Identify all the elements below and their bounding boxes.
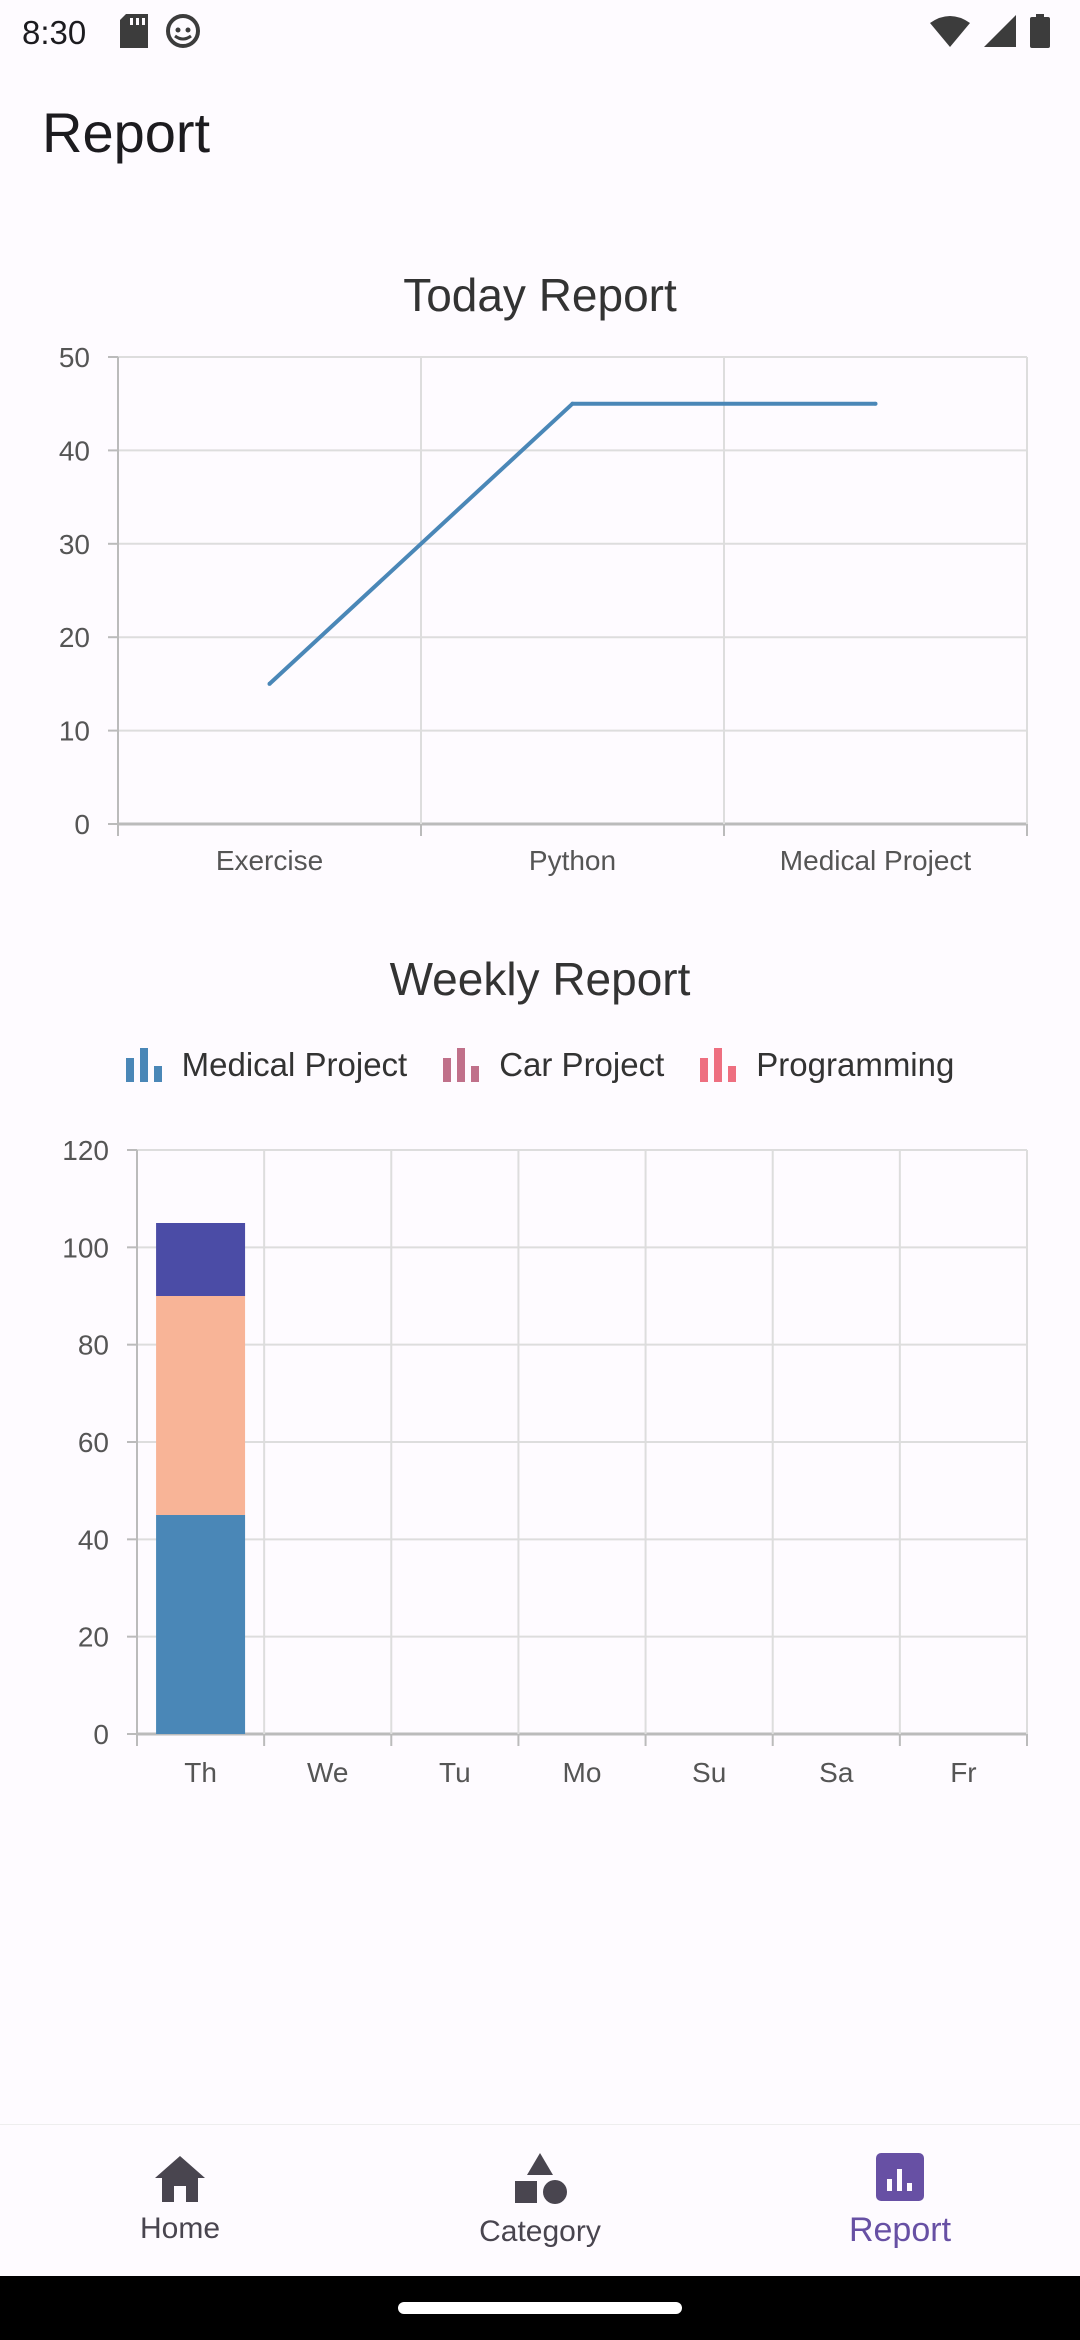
x-tick-label: Exercise [216, 845, 323, 876]
y-tick-label: 40 [59, 435, 90, 466]
legend-item-programming[interactable]: Programming [700, 1046, 954, 1084]
x-tick-label: Sa [819, 1757, 854, 1788]
y-tick-label: 50 [59, 342, 90, 373]
bar-segment [156, 1296, 246, 1515]
home-gesture-pill[interactable] [398, 2302, 682, 2314]
signal-icon [984, 15, 1016, 47]
bar-chart-icon [700, 1048, 737, 1082]
data-point [873, 401, 878, 406]
wifi-icon [930, 16, 970, 47]
x-tick-label: We [307, 1757, 349, 1788]
y-tick-label: 0 [74, 809, 90, 840]
weekly-report-chart: 0 20 40 60 80 100 120 Th We Tu Mo Su Sa Fr [62, 1135, 1028, 1788]
y-tick-label: 60 [78, 1427, 109, 1458]
bar-segment [156, 1515, 246, 1734]
status-bar: 8:30 [0, 0, 1080, 64]
y-tick-label: 0 [93, 1719, 109, 1750]
legend-label: Medical Project [181, 1046, 408, 1083]
nav-label-report: Report [848, 2210, 952, 2249]
y-tick-label: 30 [59, 529, 90, 560]
nav-item-report[interactable]: Report [720, 2125, 1080, 2277]
category-icon [515, 2153, 567, 2204]
nav-label-home: Home [139, 2212, 221, 2245]
y-tick-label: 20 [78, 1622, 109, 1653]
legend-label: Car Project [499, 1046, 665, 1083]
x-tick-label: Medical Project [780, 845, 972, 876]
weekly-legend: Medical Project Car Project Programming [0, 1046, 1080, 1084]
nav-item-home[interactable]: Home [0, 2125, 360, 2277]
y-tick-label: 100 [62, 1232, 109, 1263]
bottom-navigation: Home Category Report [0, 2124, 1080, 2277]
x-tick-label: Su [692, 1757, 726, 1788]
x-tick-label: Tu [439, 1757, 471, 1788]
today-chart-title: Today Report [403, 269, 677, 321]
bar-chart-icon [443, 1048, 480, 1082]
legend-item-medical-project[interactable]: Medical Project [125, 1046, 408, 1084]
data-point [570, 401, 575, 406]
home-icon [155, 2156, 205, 2202]
y-tick-label: 10 [59, 716, 90, 747]
y-tick-label: 120 [62, 1135, 109, 1166]
x-tick-label: Th [184, 1757, 217, 1788]
page-title: Report [42, 101, 211, 164]
report-icon [876, 2152, 924, 2201]
legend-label: Programming [756, 1046, 955, 1083]
y-tick-label: 80 [78, 1330, 109, 1361]
system-gesture-bar [0, 2276, 1080, 2340]
x-tick-label: Fr [950, 1757, 976, 1788]
data-point [267, 681, 272, 686]
weekly-chart-title: Weekly Report [389, 953, 691, 1005]
battery-icon [1030, 14, 1050, 48]
x-tick-label: Python [529, 845, 616, 876]
legend-item-car-project[interactable]: Car Project [443, 1046, 664, 1084]
today-report-chart: 0 10 20 30 40 50 Exercise Python Medical Project [59, 342, 1028, 876]
nav-label-category: Category [479, 2215, 601, 2248]
x-tick-label: Mo [563, 1757, 602, 1788]
status-time: 8:30 [22, 14, 87, 51]
android-debug-icon [166, 14, 200, 48]
y-tick-label: 40 [78, 1524, 109, 1555]
bar-segment [156, 1223, 246, 1296]
bar-chart-icon [125, 1048, 162, 1082]
nav-item-category[interactable]: Category [360, 2125, 720, 2277]
sd-card-icon [120, 14, 148, 48]
y-tick-label: 20 [59, 622, 90, 653]
